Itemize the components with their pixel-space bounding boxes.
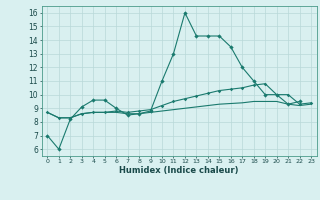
X-axis label: Humidex (Indice chaleur): Humidex (Indice chaleur) [119,166,239,175]
